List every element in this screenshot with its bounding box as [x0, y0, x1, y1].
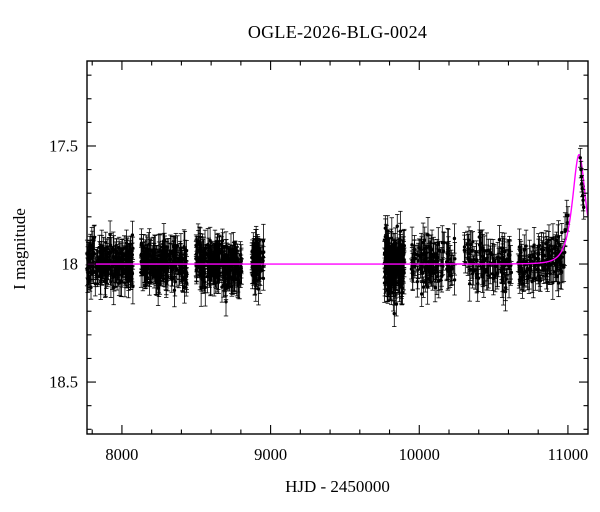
y-tick-label: 18	[62, 255, 79, 274]
chart-title: OGLE-2026-BLG-0024	[247, 22, 428, 42]
x-tick-label: 10000	[399, 445, 440, 464]
x-tick-label: 11000	[548, 445, 589, 464]
x-tick-label: 8000	[105, 445, 138, 464]
y-tick-label: 17.5	[49, 136, 78, 155]
x-tick-label: 9000	[254, 445, 287, 464]
y-tick-label: 18.5	[49, 373, 78, 392]
x-axis-label: HJD - 2450000	[285, 477, 390, 496]
